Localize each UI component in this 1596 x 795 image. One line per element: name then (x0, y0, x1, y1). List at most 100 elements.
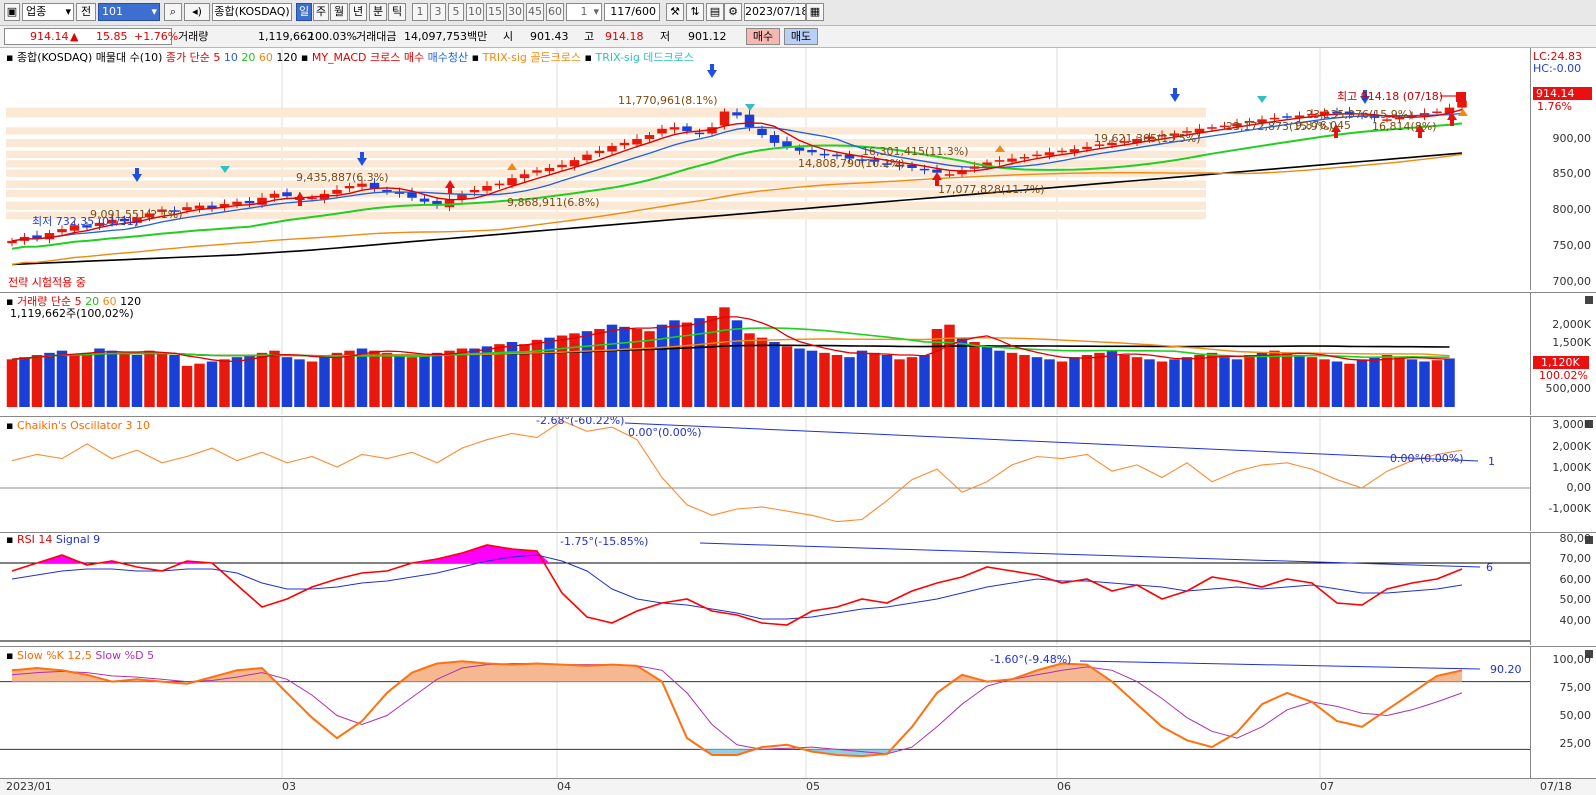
chaikin-chart: -2.68°(-60.22%) 0.00°(0.00%) 0.00°(0.00%) 1 (0, 417, 1530, 531)
slow-overbought-fill (437, 662, 450, 682)
minute-10[interactable]: 10 (466, 3, 484, 21)
volume-bar (1256, 352, 1268, 407)
tab-period-year[interactable]: 년 (349, 3, 367, 21)
layout-icon[interactable]: ▣ (4, 3, 20, 21)
candle (1394, 117, 1405, 120)
code-input[interactable]: 101 ▾ (98, 3, 160, 21)
legend-bullet-icon: ▪ (300, 51, 309, 64)
tab-period-tick[interactable]: 틱 (388, 3, 406, 21)
slow-overbought-fill (237, 669, 250, 682)
volume-bar (881, 355, 893, 407)
pane-close-icon[interactable] (1585, 296, 1593, 304)
volume-bar (919, 355, 930, 407)
candle (1057, 150, 1067, 153)
market-select-value: 업종 (26, 5, 47, 18)
slow-chart: -1.60°(-9.48%) 90.20 (0, 647, 1530, 779)
volume-bar (656, 324, 668, 407)
legend-bullet-icon: ▪ (471, 51, 480, 64)
jeon-button[interactable]: 전 (76, 3, 96, 21)
price-chart: 최고 914.18 (07/18) 최저 732.35 (01/31) 11,770… (6, 48, 1468, 290)
buy-button[interactable]: 매수 (746, 28, 780, 45)
volume-bar (1319, 359, 1330, 407)
minute-15[interactable]: 15 (486, 3, 504, 21)
tab-period-day[interactable]: 일 (296, 3, 312, 21)
candle (1107, 142, 1117, 146)
legend-item: 매수청산 (427, 51, 469, 64)
slow-overbought-fill (1062, 663, 1075, 682)
legend-item: 60 (102, 295, 117, 308)
date-field[interactable]: 2023/07/18 (744, 3, 806, 21)
sort-icon[interactable]: ⇅ (686, 3, 704, 21)
save-icon[interactable]: ▤ (706, 3, 724, 21)
volume-bar (1281, 352, 1293, 407)
trix-golden-arrow-icon (1458, 109, 1468, 116)
candle (907, 164, 917, 168)
volume-bar (1156, 361, 1168, 407)
volume-bar (294, 359, 305, 407)
volume-bar (1094, 352, 1105, 407)
volume-profile-band (6, 138, 1206, 148)
tab-period-minute[interactable]: 분 (369, 3, 387, 21)
minute-3[interactable]: 3 (430, 3, 446, 21)
sell-arrow-icon (1360, 90, 1370, 104)
volume-bar (31, 355, 43, 407)
quote-price: 914.14 (30, 30, 69, 43)
volume-bar (1344, 363, 1355, 407)
tab-period-month[interactable]: 월 (330, 3, 348, 21)
slow-tick: 75,00 (1559, 681, 1592, 694)
market-select[interactable]: 업종 ▾ (22, 3, 74, 21)
volume-bar (519, 344, 530, 407)
candle (1094, 144, 1105, 146)
pane-close-icon[interactable] (1585, 536, 1593, 544)
low-label: 저 (660, 30, 671, 43)
slow-overbought-fill (412, 668, 425, 682)
slow-end-label: 90.20 (1490, 663, 1522, 676)
pane-close-icon[interactable] (1585, 420, 1593, 428)
count-select-value: 1 (580, 5, 588, 18)
buy-arrow-icon (445, 180, 455, 194)
speaker-icon[interactable]: ◂) (184, 3, 210, 21)
slow-tick: 50,00 (1559, 709, 1592, 722)
candle (1194, 128, 1205, 133)
gear-icon[interactable]: ⚙ (724, 3, 742, 21)
count-select[interactable]: 1 ▾ (566, 3, 602, 21)
slow-overbought-fill (499, 664, 512, 682)
top-toolbar: ▣ 업종 ▾ 전 101 ▾ ⌕ ◂) 종합(KOSDAQ) 일 주 월 년 분 틱… (0, 0, 1596, 26)
legend-item: 거래량 (16, 295, 48, 308)
vp-label: 23,172,873(15.9%) (1226, 120, 1333, 133)
minute-60[interactable]: 60 (546, 3, 564, 21)
sell-button[interactable]: 매도 (784, 28, 818, 45)
chaikin-axis: 3,000K 2,000K 1,000K 0,00 -1,000K (1530, 416, 1596, 531)
candle (7, 240, 17, 244)
sell-arrow-icon (132, 168, 142, 182)
volume-bar (1431, 360, 1443, 407)
candle (469, 189, 480, 193)
open-label: 시 (503, 30, 514, 43)
minute-45[interactable]: 45 (526, 3, 544, 21)
pane-close-icon[interactable] (1585, 650, 1593, 658)
volume-bar (256, 352, 268, 407)
rsi-legend: ▪ RSI 14 Signal 9 (6, 533, 100, 546)
volume-bar (6, 359, 18, 407)
slow-overbought-fill (1037, 666, 1050, 682)
candle (169, 210, 180, 212)
legend-item: 120 (276, 51, 298, 64)
rsi-overbought-fill (487, 545, 500, 563)
volume-bar (1119, 355, 1130, 407)
vp-label: 17,077,828(11.7%) (938, 183, 1045, 196)
minute-30[interactable]: 30 (506, 3, 524, 21)
search-icon[interactable]: ⌕ (164, 3, 182, 21)
trix-golden-arrow-icon (995, 145, 1005, 152)
minute-5[interactable]: 5 (448, 3, 464, 21)
candle (1257, 119, 1267, 123)
minute-1[interactable]: 1 (412, 3, 428, 21)
tool-icon[interactable]: ⚒ (666, 3, 684, 21)
ma60-line (11, 153, 1463, 266)
volume-bar (206, 361, 218, 407)
candle (832, 154, 842, 157)
volume-bar (1231, 359, 1243, 407)
calendar-icon[interactable]: ▦ (806, 3, 824, 21)
tab-period-week[interactable]: 주 (313, 3, 329, 21)
candle (357, 183, 367, 187)
candle (432, 200, 442, 206)
